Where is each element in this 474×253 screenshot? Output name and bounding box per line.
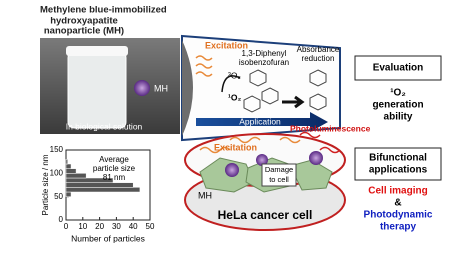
label: Excitation: [214, 142, 257, 152]
bar: [65, 159, 68, 165]
bar: [65, 163, 72, 169]
particle: [134, 80, 150, 96]
label: Absorbance: [297, 45, 340, 54]
y-tick-label: 50: [54, 192, 63, 201]
box-label: Bifunctional: [369, 153, 427, 164]
light-wave: [299, 131, 341, 154]
label: Photodynamic: [364, 210, 433, 221]
arrow: [282, 95, 305, 109]
title: Methylene blue-immobilized: [40, 5, 167, 16]
x-tick-label: 40: [129, 222, 138, 231]
annotation: Average: [99, 155, 129, 164]
label: ¹O₂: [228, 92, 241, 102]
vial: [67, 51, 127, 129]
light-wave: [199, 136, 301, 154]
label: to cell: [269, 175, 289, 184]
label: generation: [372, 100, 423, 111]
x-tick-label: 20: [95, 222, 104, 231]
label: Cell imaging: [368, 186, 427, 197]
box: [354, 55, 442, 81]
label: ability: [384, 112, 413, 123]
label: therapy: [380, 222, 417, 233]
title: nanoparticle (MH): [44, 26, 124, 37]
particle: [225, 163, 239, 177]
caption: In biological solution: [66, 121, 143, 131]
y-tick-label: 150: [50, 145, 64, 154]
label: Photoluminescence: [290, 123, 371, 133]
label: Damage: [265, 165, 293, 174]
particle-label: MH: [154, 83, 168, 93]
light-wave: [195, 55, 213, 77]
vial-cap: [66, 46, 128, 56]
annotation: 81 nm: [103, 173, 126, 182]
label: isobenzofuran: [239, 58, 289, 67]
y-axis-label: Particle size / nm: [41, 154, 50, 215]
label: 1,3-Diphenyl: [242, 49, 287, 58]
x-tick-label: 50: [146, 222, 155, 231]
x-tick-label: 10: [78, 222, 87, 231]
box: [354, 147, 442, 181]
bar: [65, 168, 77, 174]
bar: [65, 177, 114, 183]
box-label: Evaluation: [373, 63, 424, 74]
x-axis-label: Number of particles: [71, 233, 145, 243]
arrow: [196, 112, 328, 132]
annotation: particle size: [93, 164, 136, 173]
bar: [65, 187, 141, 193]
y-tick-label: 0: [59, 215, 64, 224]
molecule: [243, 69, 327, 113]
y-tick-label: 100: [50, 168, 64, 177]
arrow: [221, 75, 241, 93]
label: ³O₂: [228, 70, 241, 80]
particle-surface: [182, 40, 193, 136]
x-tick-label: 0: [64, 222, 69, 231]
label: ¹O₂: [390, 88, 406, 99]
box-label: applications: [369, 165, 428, 176]
title: hydroxyapatite: [50, 16, 118, 27]
box: [261, 163, 297, 187]
label: HeLa cancer cell: [218, 208, 313, 222]
bar: [65, 173, 87, 179]
label: MH: [198, 190, 212, 200]
x-tick-label: 30: [112, 222, 121, 231]
label: Application: [239, 116, 281, 126]
label: &: [394, 198, 401, 209]
particle: [256, 154, 268, 166]
bar: [65, 182, 134, 188]
particle: [309, 151, 323, 165]
label: Excitation: [205, 40, 248, 50]
label: reduction: [302, 54, 335, 63]
bar: [65, 191, 72, 197]
